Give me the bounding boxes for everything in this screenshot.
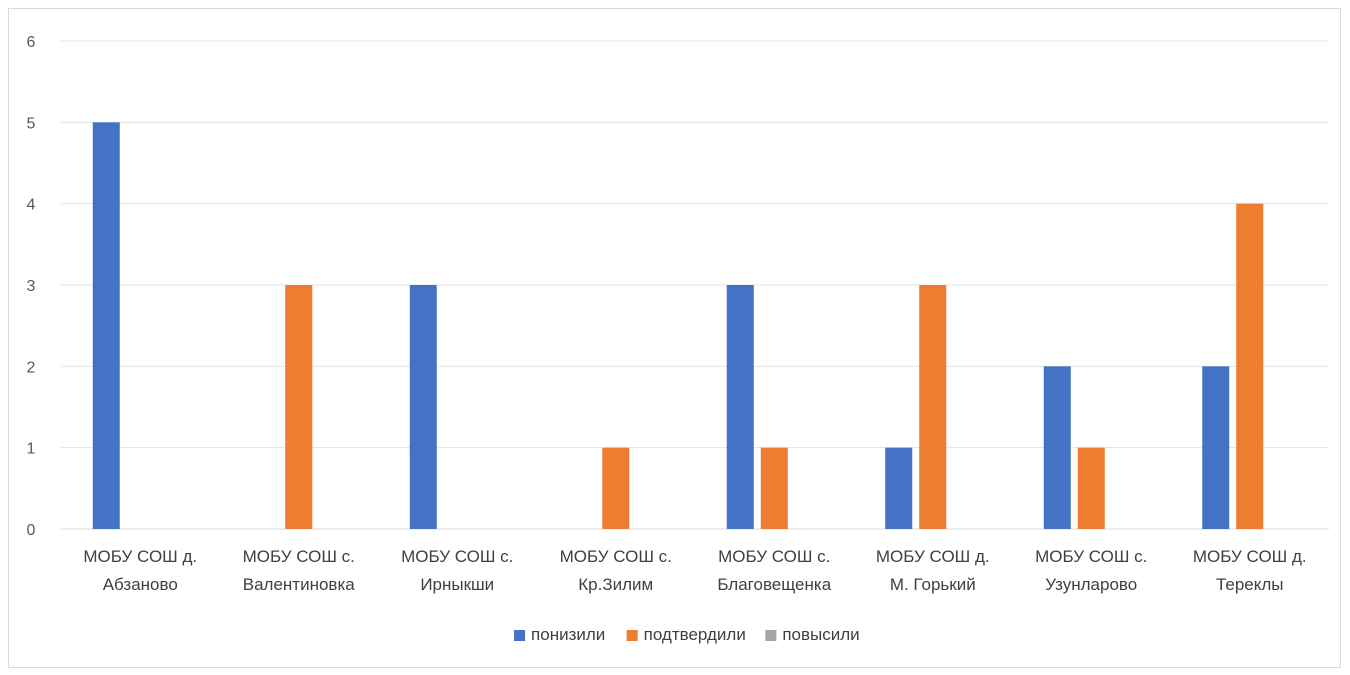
bar-2-8	[1236, 203, 1264, 529]
x-category-label: МОБУ СОШ д.	[876, 547, 990, 566]
bars	[92, 122, 1264, 529]
legend: понизили подтвердили повысили	[514, 625, 860, 644]
bar-2-5	[760, 447, 788, 529]
y-tick-label: 6	[27, 34, 36, 51]
bar-1-1	[92, 122, 120, 529]
bar-2-4	[602, 447, 630, 529]
x-axis-categories: МОБУ СОШ д. Абзаново МОБУ СОШ с. Валентинов…	[83, 547, 1306, 594]
gridlines	[61, 40, 1329, 530]
x-category-label: М. Горький	[890, 575, 976, 594]
x-category-label: Ирныкши	[420, 575, 494, 594]
x-category-label: Кр.Зилим	[578, 575, 653, 594]
x-category-label: МОБУ СОШ с.	[718, 547, 830, 566]
bar-1-6	[885, 447, 913, 529]
bar-2-7	[1077, 447, 1105, 529]
x-category-label: МОБУ СОШ с.	[401, 547, 513, 566]
y-tick-label: 4	[27, 197, 36, 214]
legend-swatch	[765, 630, 777, 641]
legend-swatch	[514, 630, 526, 641]
legend-label: понизили	[531, 625, 605, 644]
x-category-label: МОБУ СОШ с.	[1035, 547, 1147, 566]
chart-frame: 0 1 2 3 4 5 6 МОБУ СОШ д. Абзаново МОБУ СОШ с. Ва…	[8, 8, 1341, 668]
x-category-label: Тереклы	[1216, 575, 1284, 594]
y-tick-label: 0	[27, 522, 36, 539]
bar-1-7	[1043, 366, 1071, 529]
bar-2-6	[919, 285, 947, 529]
x-category-label: Валентиновка	[243, 575, 356, 594]
bar-1-3	[409, 285, 437, 529]
bar-chart: 0 1 2 3 4 5 6 МОБУ СОШ д. Абзаново МОБУ СОШ с. Ва…	[27, 34, 1329, 644]
y-axis-ticks: 0 1 2 3 4 5 6	[27, 34, 36, 539]
bar-1-8	[1202, 366, 1230, 529]
y-tick-label: 1	[27, 441, 36, 458]
legend-swatch	[626, 630, 638, 641]
x-category-label: Абзаново	[103, 575, 178, 594]
bar-2-2	[285, 285, 313, 529]
legend-label: повысили	[782, 625, 859, 644]
x-category-label: МОБУ СОШ с.	[560, 547, 672, 566]
legend-label: подтвердили	[644, 625, 746, 644]
y-tick-label: 5	[27, 115, 36, 132]
x-category-label: МОБУ СОШ д.	[1193, 547, 1307, 566]
x-category-label: Благовещенка	[717, 575, 831, 594]
bar-1-5	[726, 285, 754, 529]
x-category-label: Узунларово	[1045, 575, 1137, 594]
x-category-label: МОБУ СОШ д.	[83, 547, 197, 566]
x-category-label: МОБУ СОШ с.	[243, 547, 355, 566]
y-tick-label: 2	[27, 359, 36, 376]
y-tick-label: 3	[27, 278, 36, 295]
